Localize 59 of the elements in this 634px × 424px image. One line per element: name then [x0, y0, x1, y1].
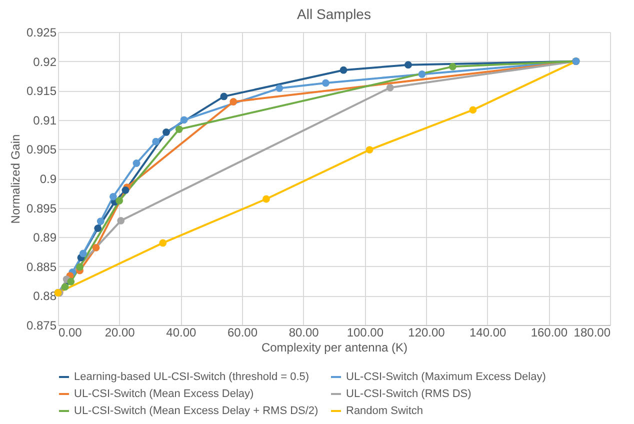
- y-tick-label: 0.91: [33, 113, 57, 128]
- y-tick-label: 0.875: [26, 318, 57, 332]
- point: [67, 278, 75, 286]
- point: [276, 84, 284, 92]
- y-tick-label: 0.92: [33, 54, 57, 69]
- point: [116, 197, 124, 204]
- point: [340, 66, 348, 74]
- x-tick-label: 40.00: [166, 326, 197, 340]
- point: [92, 244, 100, 252]
- point: [180, 116, 188, 124]
- x-tick-label: 120.00: [408, 326, 446, 340]
- x-axis-title: Complexity per antenna (K): [261, 340, 408, 354]
- point: [418, 70, 426, 78]
- x-tick-label: 0.00: [58, 326, 82, 340]
- y-tick-label: 0.89: [33, 230, 57, 245]
- point: [175, 126, 183, 133]
- legend-label: UL-CSI-Switch (Maximum Excess Delay): [346, 371, 546, 383]
- point: [117, 216, 125, 224]
- point: [94, 224, 102, 232]
- y-tick-label: 0.885: [26, 260, 57, 274]
- point: [159, 239, 167, 247]
- point: [162, 128, 170, 136]
- point: [220, 92, 228, 100]
- point: [404, 61, 412, 69]
- y-tick-label: 0.925: [26, 26, 57, 40]
- legend-label: Learning-based UL-CSI-Switch (threshold = 0.5): [74, 371, 310, 383]
- point: [109, 192, 117, 200]
- x-tick-label: 20.00: [104, 326, 136, 340]
- legend-label: UL-CSI-Switch (Mean Excess Delay): [74, 388, 254, 400]
- point: [122, 186, 130, 194]
- y-axis-title: Normalized Gain: [8, 134, 22, 224]
- x-tick-label: 100.00: [346, 326, 384, 340]
- point: [322, 79, 330, 87]
- point: [262, 195, 270, 203]
- point: [469, 106, 477, 114]
- point: [61, 283, 69, 291]
- point: [79, 250, 87, 258]
- y-tick-label: 0.88: [33, 289, 57, 304]
- legend-label: UL-CSI-Switch (Mean Excess Delay + RMS DS/2): [74, 405, 318, 417]
- x-tick-label: 140.00: [469, 326, 507, 340]
- point: [96, 218, 104, 225]
- point: [448, 62, 456, 70]
- point: [152, 138, 160, 146]
- x-tick-label: 180.00: [574, 326, 611, 340]
- x-tick-label: 80.00: [288, 326, 320, 340]
- legend-label: Random Switch: [346, 405, 424, 417]
- y-tick-label: 0.905: [26, 142, 57, 157]
- y-tick-label: 0.915: [26, 84, 57, 98]
- x-tick-label: 60.00: [227, 326, 258, 340]
- y-tick-label: 0.895: [26, 201, 57, 216]
- x-tick-label: 160.00: [530, 326, 568, 340]
- point: [366, 146, 374, 154]
- point: [230, 98, 238, 106]
- y-tick-label: 0.9: [40, 172, 57, 186]
- point: [132, 160, 140, 167]
- legend-label: UL-CSI-Switch (RMS DS): [346, 388, 472, 400]
- point: [386, 84, 394, 92]
- point: [76, 263, 84, 271]
- chart-title: All Samples: [297, 6, 371, 22]
